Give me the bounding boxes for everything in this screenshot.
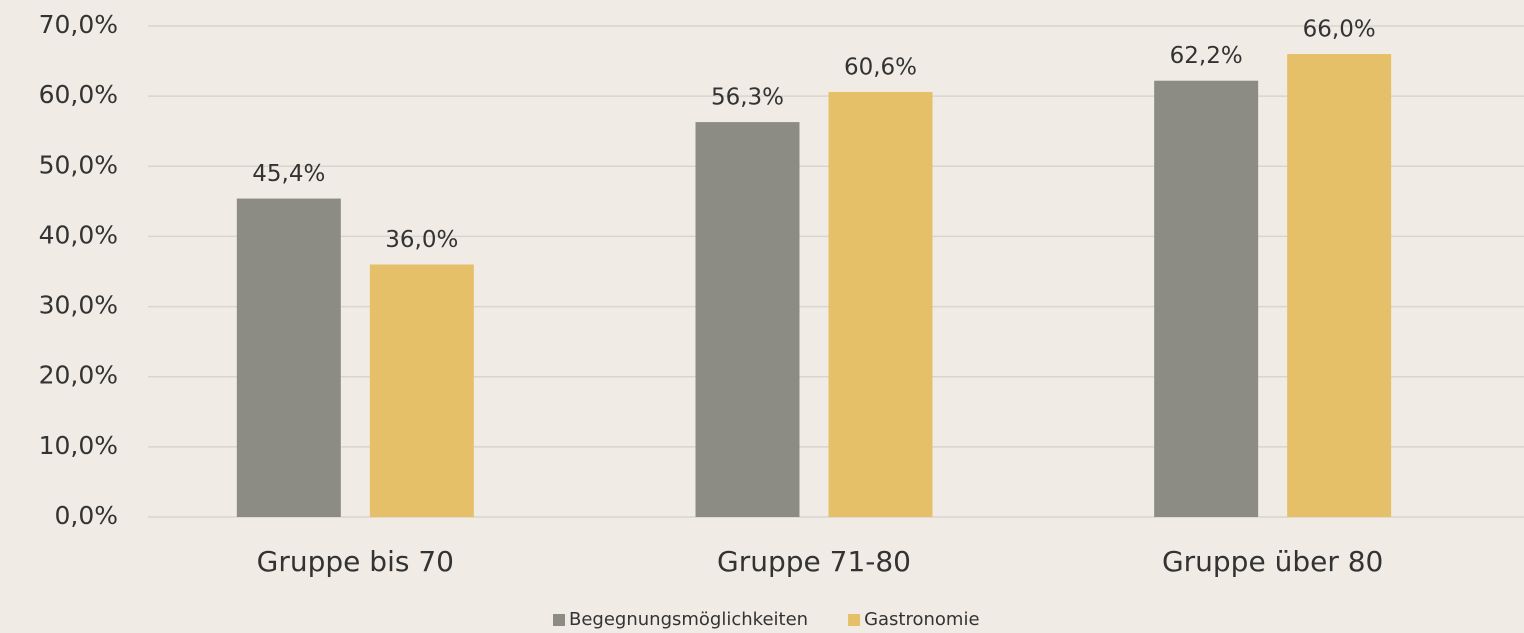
data-label: 60,6% bbox=[844, 54, 917, 80]
legend-label: Gastronomie bbox=[864, 609, 979, 630]
data-label: 36,0% bbox=[385, 227, 458, 253]
y-tick-label: 50,0% bbox=[39, 150, 118, 179]
y-tick-label: 40,0% bbox=[39, 220, 118, 249]
bar bbox=[695, 122, 800, 518]
legend-swatch bbox=[848, 614, 861, 626]
bar bbox=[1287, 54, 1392, 518]
y-tick-label: 70,0% bbox=[39, 10, 118, 39]
y-tick-label: 10,0% bbox=[39, 431, 118, 460]
bar bbox=[828, 91, 933, 517]
x-tick-label: Gruppe bis 70 bbox=[257, 545, 454, 578]
data-label: 62,2% bbox=[1170, 43, 1243, 69]
data-label: 66,0% bbox=[1303, 17, 1376, 43]
bar bbox=[369, 264, 474, 517]
x-tick-label: Gruppe 71-80 bbox=[717, 545, 911, 578]
legend-swatch bbox=[553, 614, 565, 626]
data-label: 56,3% bbox=[711, 85, 784, 111]
data-label: 45,4% bbox=[252, 161, 325, 187]
y-tick-label: 20,0% bbox=[39, 361, 118, 390]
y-tick-label: 60,0% bbox=[39, 80, 118, 109]
legend-label: Begegnungsmöglichkeiten bbox=[569, 609, 808, 630]
y-tick-label: 30,0% bbox=[39, 291, 118, 320]
y-tick-label: 0,0% bbox=[54, 501, 118, 530]
x-tick-label: Gruppe über 80 bbox=[1162, 545, 1383, 578]
bar bbox=[1154, 80, 1259, 517]
bar bbox=[236, 198, 341, 517]
